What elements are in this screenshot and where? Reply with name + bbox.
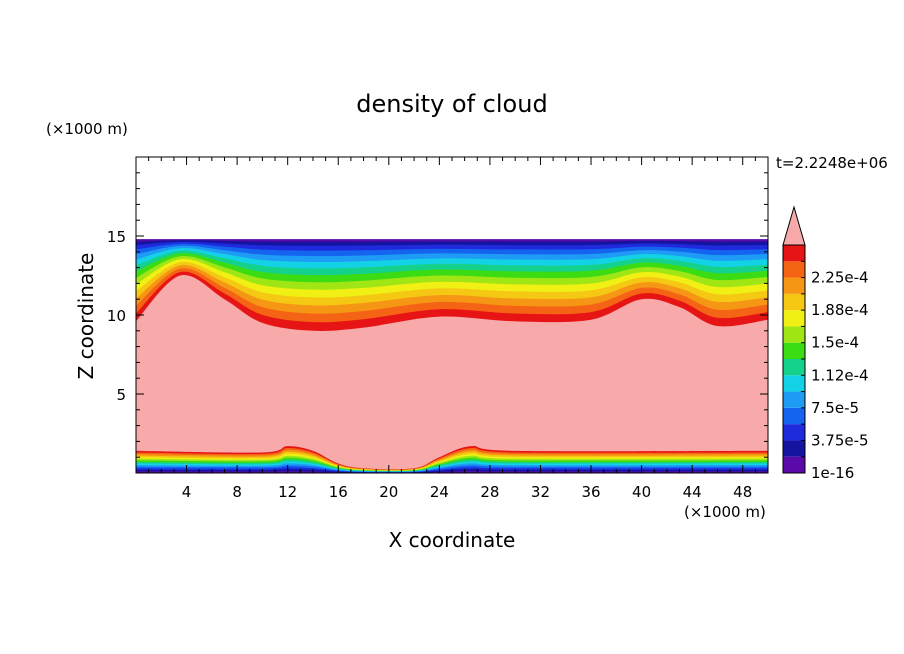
y-tick-label-1: 10: [107, 307, 126, 325]
colorbar-swatch-9: [783, 310, 805, 327]
colorbar-swatch-10: [783, 293, 805, 311]
y-tick-label-0: 5: [116, 386, 126, 404]
colorbar-swatch-4: [783, 391, 805, 408]
colorbar-label-5: 3.75e-5: [811, 431, 869, 449]
x-tick-label-3: 16: [329, 483, 348, 501]
colorbar-swatch-5: [783, 375, 805, 392]
x-tick-label-6: 28: [480, 483, 499, 501]
density-field: [136, 239, 768, 473]
x-axis-label: X coordinate: [389, 528, 516, 552]
colorbar-swatch-0: [783, 456, 805, 473]
colorbar-swatch-7: [783, 342, 805, 359]
colorbar-label-2: 1.5e-4: [811, 334, 859, 352]
colorbar-swatch-8: [783, 326, 805, 343]
colorbar-swatch-6: [783, 359, 805, 376]
colorbar-label-1: 1.88e-4: [811, 301, 869, 319]
colorbar-swatch-11: [783, 277, 805, 294]
x-tick-label-5: 24: [430, 483, 449, 501]
colorbar-label-4: 7.5e-5: [811, 399, 859, 417]
x-tick-label-0: 4: [182, 483, 192, 501]
x-tick-label-10: 44: [683, 483, 702, 501]
y-unit-label: (×1000 m): [46, 120, 128, 138]
y-axis-label: Z coordinate: [74, 253, 98, 380]
chart-title: density of cloud: [356, 90, 547, 118]
x-unit-label: (×1000 m): [684, 503, 766, 521]
colorbar-swatch-1: [783, 440, 805, 457]
x-tick-label-9: 40: [632, 483, 651, 501]
colorbar-swatch-3: [783, 407, 805, 425]
x-tick-label-8: 36: [581, 483, 600, 501]
y-tick-label-2: 15: [107, 228, 126, 246]
x-tick-label-11: 48: [733, 483, 752, 501]
time-label: t=2.2248e+06: [776, 154, 888, 172]
x-tick-label-2: 12: [278, 483, 297, 501]
colorbar-swatch-13: [783, 245, 805, 262]
colorbar-label-0: 2.25e-4: [811, 269, 869, 287]
colorbar-overflow-arrow: [782, 205, 806, 246]
colorbar-label-3: 1.12e-4: [811, 366, 869, 384]
x-tick-label-1: 8: [232, 483, 242, 501]
dense-core: [136, 275, 768, 473]
colorbar-swatch-2: [783, 424, 805, 441]
x-tick-label-7: 32: [531, 483, 550, 501]
colorbar-swatch-12: [783, 261, 805, 278]
x-tick-label-4: 20: [379, 483, 398, 501]
colorbar-label-6: 1e-16: [811, 464, 854, 482]
colorbar: 2.25e-4 1.88e-4 1.5e-4 1.12e-4 7.5e-5 3.75e-5…: [782, 205, 869, 482]
